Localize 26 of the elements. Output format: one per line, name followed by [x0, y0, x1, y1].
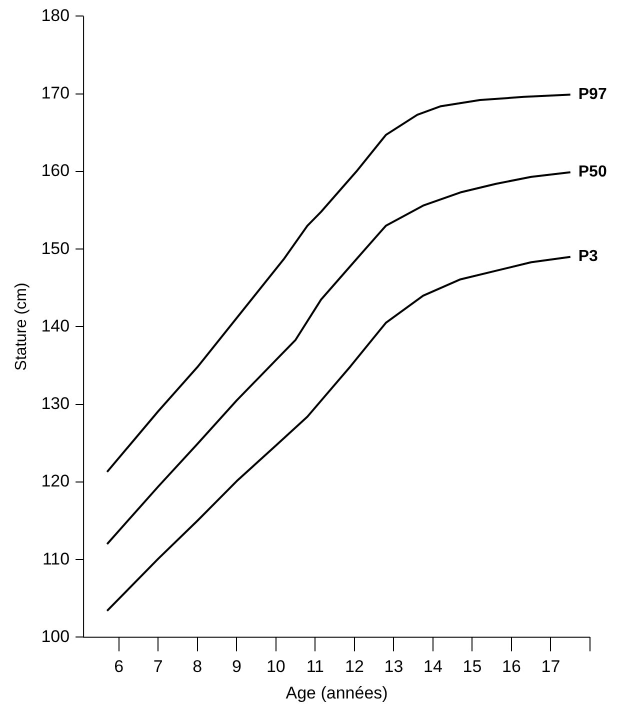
y-tick-label: 110 [42, 549, 70, 568]
x-tick-label: 11 [306, 657, 324, 676]
series-label: P50 [578, 164, 607, 181]
y-tick-label: 130 [41, 394, 70, 414]
y-axis-title: Stature (cm) [13, 282, 30, 371]
x-tick-label: 12 [344, 657, 364, 676]
x-tick-label: 13 [384, 657, 404, 676]
x-tick-label: 15 [462, 657, 482, 676]
x-tick-label: 6 [114, 657, 124, 676]
x-tick-label: 10 [266, 657, 286, 676]
x-tick-label: 16 [502, 657, 521, 676]
x-tick-label: 8 [192, 657, 202, 676]
x-tick-label: 14 [424, 657, 442, 676]
y-tick-label: 120 [41, 472, 70, 491]
x-tick-label: 17 [541, 657, 560, 676]
y-tick-label: 170 [41, 84, 70, 103]
x-tick-label: 7 [153, 657, 163, 676]
y-tick-label: 150 [41, 238, 70, 258]
y-tick-label: 160 [41, 161, 70, 180]
y-tick-label: 100 [41, 626, 70, 646]
y-tick-label: 140 [41, 316, 70, 336]
x-tick-label: 9 [232, 657, 242, 676]
y-tick-label: 180 [41, 6, 70, 25]
x-axis-title: Age (années) [286, 683, 388, 702]
series-label: P97 [578, 86, 607, 104]
series-label: P3 [578, 248, 598, 266]
